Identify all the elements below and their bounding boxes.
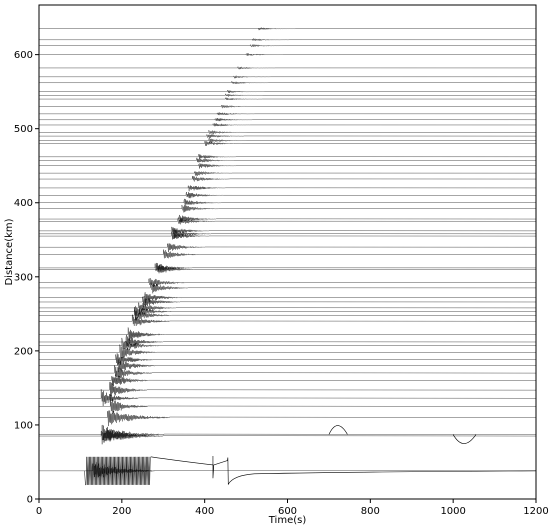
seismic-trace <box>39 344 537 359</box>
y-tick-label: 600 <box>14 50 33 61</box>
y-tick-label: 500 <box>14 124 33 135</box>
seismic-trace <box>39 337 537 350</box>
x-tick-label: 400 <box>195 506 214 517</box>
trace-bump-down <box>452 434 477 444</box>
seismic-trace <box>39 334 537 347</box>
x-tick-label: 0 <box>36 506 42 517</box>
seismic-trace <box>39 314 537 327</box>
seismic-trace <box>39 424 537 443</box>
seismic-trace <box>39 302 537 314</box>
seismic-trace <box>39 52 537 57</box>
y-tick-label: 200 <box>14 346 33 357</box>
seismic-trace <box>39 163 537 169</box>
seismic-trace <box>39 112 537 116</box>
y-tick-label: 0 <box>27 495 33 506</box>
x-tick-label: 1000 <box>440 506 465 517</box>
seismic-trace <box>39 389 537 407</box>
seismic-trace <box>39 231 537 240</box>
seismic-trace <box>39 262 537 272</box>
seismic-trace <box>39 374 537 387</box>
seismic-trace <box>39 309 537 321</box>
seismic-trace <box>39 204 537 213</box>
seismic-trace <box>39 249 537 259</box>
x-axis-title: Time(s) <box>268 515 307 526</box>
seismic-trace <box>39 296 537 307</box>
seismic-trace <box>39 175 537 182</box>
seismic-trace <box>39 134 537 139</box>
x-tick-label: 200 <box>112 506 131 517</box>
seismic-trace <box>39 26 537 31</box>
seismic-trace <box>39 282 537 294</box>
seismic-trace <box>39 185 537 192</box>
seismic-trace <box>39 153 537 159</box>
seismic-trace <box>39 81 537 85</box>
seismic-trace <box>39 75 537 79</box>
seismic-trace <box>39 217 537 225</box>
seismic-trace <box>39 191 537 199</box>
seismic-trace <box>39 44 537 48</box>
x-tick-label: 800 <box>361 506 380 517</box>
y-axis-ticks: 0 100 200 300 400 500 600 <box>14 50 39 506</box>
seismic-trace <box>39 243 537 253</box>
seismic-trace <box>39 171 537 176</box>
seismic-trace <box>39 229 537 239</box>
y-tick-label: 400 <box>14 198 33 209</box>
x-tick-label: 1200 <box>523 506 548 517</box>
x-tick-label: 600 <box>278 506 297 517</box>
x-axis-ticks: 0 200 400 600 800 1000 1200 <box>36 499 549 517</box>
seismic-trace <box>39 66 537 70</box>
seismic-trace <box>39 410 537 427</box>
seismic-trace <box>39 130 537 135</box>
seismic-trace <box>39 104 537 109</box>
near-station-burst <box>84 456 151 486</box>
seismic-trace <box>39 359 537 373</box>
seismic-trace <box>39 214 537 223</box>
seismic-trace <box>39 123 537 127</box>
seismic-trace <box>39 90 537 94</box>
seismic-trace <box>39 38 537 42</box>
y-axis-title: Distance(km) <box>4 218 15 285</box>
seismic-trace <box>39 157 537 163</box>
trace-group <box>39 26 537 486</box>
seismic-trace <box>39 137 537 143</box>
plot-frame <box>38 4 537 500</box>
seismic-trace <box>39 292 537 304</box>
seismic-trace <box>39 264 537 274</box>
seismic-trace <box>39 365 537 378</box>
seismic-trace <box>39 198 537 206</box>
seismic-trace <box>39 278 537 287</box>
seismic-trace <box>39 97 537 101</box>
seismic-trace <box>39 93 537 97</box>
seismic-trace <box>39 140 537 146</box>
seismic-trace <box>39 117 537 122</box>
y-tick-label: 300 <box>14 272 33 283</box>
seismic-trace <box>39 397 537 414</box>
seismic-trace <box>39 327 537 341</box>
long-period-drift <box>150 456 537 486</box>
seismic-trace <box>39 381 537 397</box>
trace-bump-up <box>328 425 348 435</box>
y-tick-label: 100 <box>14 420 33 431</box>
seismic-trace <box>39 226 537 234</box>
seismic-trace <box>39 353 537 365</box>
